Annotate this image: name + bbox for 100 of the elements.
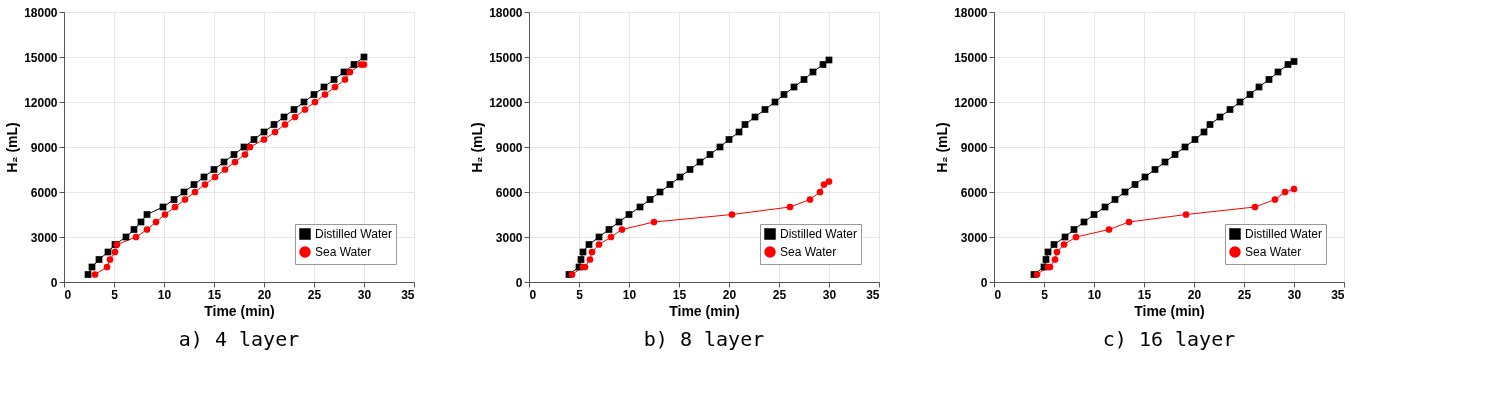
y-tick-label: 15000 xyxy=(24,50,58,65)
point xyxy=(1182,211,1190,218)
legend-label: Sea Water xyxy=(1245,245,1302,259)
point xyxy=(91,271,99,278)
point xyxy=(1125,218,1133,226)
point xyxy=(161,211,169,218)
y-tick-label: 6000 xyxy=(30,185,58,200)
x-tick-label: 5 xyxy=(1041,287,1049,302)
y-tick-label: 6000 xyxy=(960,185,988,200)
point xyxy=(1271,196,1279,203)
point xyxy=(1281,188,1289,196)
point xyxy=(728,211,736,218)
point xyxy=(666,181,674,188)
point xyxy=(132,233,140,241)
point xyxy=(806,196,814,203)
x-tick-label: 10 xyxy=(1087,287,1102,302)
legend-label: Sea Water xyxy=(315,245,372,259)
point xyxy=(331,83,339,91)
point xyxy=(686,166,694,173)
x-tick-label: 15 xyxy=(1137,287,1152,302)
x-axis-title: Time (min) xyxy=(204,302,275,319)
point xyxy=(230,151,238,158)
point xyxy=(311,98,319,106)
point xyxy=(181,196,189,203)
y-tick-label: 15000 xyxy=(954,50,988,65)
legend-label: Sea Water xyxy=(780,245,837,259)
x-tick-label: 25 xyxy=(772,287,787,302)
y-tick-label: 15000 xyxy=(489,50,523,65)
point xyxy=(290,106,298,113)
point xyxy=(191,188,199,196)
point xyxy=(130,226,138,233)
point xyxy=(650,218,658,226)
legend-label: Distilled Water xyxy=(1245,227,1322,241)
point xyxy=(741,121,749,128)
point xyxy=(271,128,279,136)
x-tick-label: 35 xyxy=(1331,287,1345,302)
point xyxy=(260,136,268,143)
point xyxy=(1051,256,1059,263)
point xyxy=(586,256,594,263)
point xyxy=(1072,233,1080,241)
y-tick-label: 9000 xyxy=(30,140,58,155)
y-tick-label: 9000 xyxy=(960,140,988,155)
point xyxy=(171,203,179,211)
y-tick-label: 3000 xyxy=(30,230,58,245)
point xyxy=(190,181,198,188)
x-tick-label: 5 xyxy=(111,287,119,302)
x-tick-label: 20 xyxy=(722,287,737,302)
point xyxy=(1265,76,1273,83)
y-tick-label: 12000 xyxy=(489,95,523,110)
point xyxy=(350,61,358,68)
x-tick-label: 10 xyxy=(157,287,172,302)
point xyxy=(250,136,258,143)
point xyxy=(1191,136,1199,143)
point xyxy=(241,151,249,158)
point xyxy=(780,91,788,98)
point xyxy=(1151,166,1159,173)
y-tick-label: 0 xyxy=(515,275,523,290)
y-axis-title: H₂ (mL) xyxy=(469,122,486,173)
point xyxy=(106,256,114,263)
y-tick-label: 18000 xyxy=(489,5,523,20)
point xyxy=(819,61,827,68)
point xyxy=(1050,241,1058,248)
point xyxy=(825,178,833,185)
point xyxy=(618,226,626,233)
point xyxy=(625,211,633,218)
point xyxy=(607,233,615,241)
point xyxy=(111,248,119,256)
x-tick-label: 20 xyxy=(257,287,272,302)
x-tick-label: 30 xyxy=(1287,287,1302,302)
text: c) 16 layer xyxy=(1102,327,1236,351)
point xyxy=(95,256,103,263)
point xyxy=(346,68,354,76)
x-tick-label: 15 xyxy=(207,287,222,302)
point xyxy=(281,121,289,128)
point xyxy=(1042,256,1050,263)
x-tick-label: 0 xyxy=(994,287,1002,302)
x-tick-label: 35 xyxy=(866,287,880,302)
point xyxy=(246,143,254,151)
point xyxy=(143,211,151,218)
x-tick-label: 10 xyxy=(622,287,637,302)
x-tick-label: 5 xyxy=(576,287,584,302)
point xyxy=(170,196,178,203)
point xyxy=(291,113,299,121)
text: b) 8 layer xyxy=(643,327,765,351)
x-tick-label: 30 xyxy=(357,287,372,302)
point xyxy=(706,151,714,158)
point xyxy=(310,91,318,98)
point xyxy=(1171,151,1179,158)
y-axis-title: H₂ (mL) xyxy=(934,122,951,173)
x-tick-label: 0 xyxy=(529,287,537,302)
point xyxy=(1251,203,1259,211)
point xyxy=(231,158,239,166)
x-tick-label: 25 xyxy=(1237,287,1252,302)
y-tick-label: 3000 xyxy=(495,230,523,245)
point xyxy=(1284,61,1292,68)
point xyxy=(321,91,329,98)
point xyxy=(761,106,769,113)
x-tick-label: 15 xyxy=(672,287,687,302)
point xyxy=(1131,181,1139,188)
point xyxy=(84,271,92,278)
